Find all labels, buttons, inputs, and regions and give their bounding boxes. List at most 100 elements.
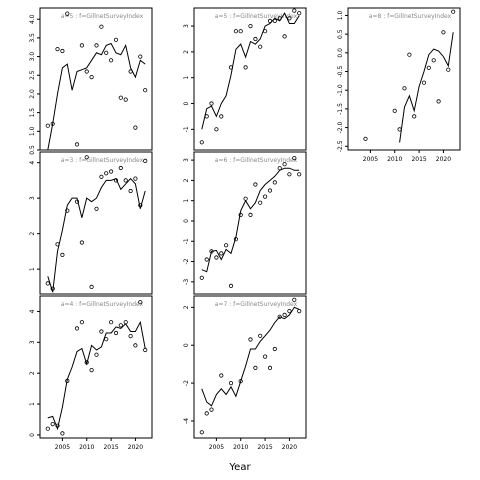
y-tick-label: 4.0 [29, 14, 36, 24]
y-tick-label: 1.0 [337, 11, 344, 21]
observed-point [143, 88, 148, 93]
observed-point [238, 212, 243, 217]
observed-point [60, 252, 65, 257]
observed-point [84, 360, 89, 365]
observed-point [267, 18, 273, 23]
observed-point [287, 172, 292, 177]
y-tick-label: 1 [29, 402, 36, 406]
observed-point [397, 127, 402, 132]
panel-6: a=4 : f=GillnetSurveyIndex 0 1 2 3 4 2005 2010 2… [29, 295, 153, 451]
observed-point [143, 158, 148, 163]
y-tick-label: 2 [183, 305, 190, 309]
y-tick-label: 0 [29, 433, 36, 437]
observed-point [392, 108, 397, 113]
y-tick-label: 3 [29, 196, 36, 200]
observed-point [128, 333, 133, 339]
observed-point [238, 379, 243, 384]
observed-point [99, 329, 104, 334]
panel-7: a=7 : f=GillnetSurveyIndex -4 -2 0 2 2005 2010… [183, 295, 307, 451]
observed-point [123, 320, 128, 325]
x-tick-label: 2015 [257, 444, 272, 451]
observed-point [113, 37, 119, 42]
x-tick-label: 2020 [282, 444, 297, 451]
x-tick-label: 2010 [387, 156, 402, 163]
observed-point [199, 430, 204, 435]
y-tick-label: 3.0 [29, 52, 36, 62]
y-tick-label: -4 [183, 418, 190, 424]
observed-point [89, 367, 94, 373]
panel-title: a=5 : f=GillnetSurveyIndex [61, 13, 144, 20]
observed-point [104, 337, 109, 342]
observed-point [109, 169, 114, 174]
observed-point [104, 50, 109, 55]
y-tick-label: -1 [183, 126, 190, 132]
observed-point [451, 9, 456, 14]
observed-point [292, 297, 297, 302]
observed-point [84, 155, 89, 160]
observed-point [55, 46, 60, 52]
observed-point [233, 237, 238, 242]
fitted-line [201, 306, 300, 407]
observed-point [267, 188, 273, 193]
observed-point [138, 203, 143, 208]
observed-point [238, 29, 243, 34]
observed-point [113, 330, 119, 336]
observed-point [79, 320, 85, 325]
fitted-line [201, 167, 300, 273]
observed-point [297, 172, 302, 177]
observed-point [199, 140, 204, 145]
y-tick-label: 0 [183, 219, 190, 223]
panel-2: a=5 : f=GillnetSurveyIndex -1 0 1 2 3 [183, 7, 307, 151]
observed-point [65, 378, 70, 383]
y-tick-label: 3 [183, 158, 190, 162]
fitted-line [47, 320, 146, 431]
observed-point [138, 300, 143, 305]
observed-point [248, 23, 253, 29]
observed-point [267, 365, 273, 370]
observed-point [60, 431, 65, 436]
y-tick-label: -0.5 [337, 65, 344, 77]
observed-point [204, 257, 209, 262]
observed-point [133, 125, 138, 130]
panel-title: a=8 : f=GillnetSurveyIndex [369, 13, 452, 20]
observed-point [214, 255, 219, 260]
observed-point [84, 69, 89, 74]
y-tick-label: 0.0 [337, 48, 344, 58]
observed-point [55, 423, 60, 428]
observed-point [143, 347, 148, 353]
observed-point [118, 323, 123, 328]
observed-point [128, 69, 133, 74]
observed-point [262, 29, 268, 34]
observed-point [74, 199, 80, 204]
observed-point [233, 29, 238, 34]
y-tick-label: 3.5 [29, 33, 36, 43]
observed-point [50, 121, 55, 126]
fitted-line [399, 32, 454, 143]
observed-point [50, 421, 55, 427]
y-tick-label: 1 [29, 267, 36, 271]
observed-point [65, 208, 70, 213]
observed-point [277, 314, 282, 319]
fitted-line [47, 177, 146, 293]
observed-point [50, 286, 55, 291]
y-tick-label: -1.5 [337, 103, 344, 115]
panel-grid: a=5 : f=GillnetSurveyIndex 0.5 1.0 1.5 2.0 2.… [29, 7, 461, 451]
observed-point [99, 24, 104, 29]
observed-point [282, 34, 287, 39]
observed-point [262, 194, 268, 199]
y-tick-label: -2 [183, 258, 190, 264]
observed-point [402, 86, 407, 91]
x-tick-label: 2005 [363, 156, 378, 163]
y-tick-label: 3 [183, 24, 190, 28]
observed-point [94, 352, 99, 357]
panel-1: a=5 : f=GillnetSurveyIndex 0.5 1.0 1.5 2.0 2.… [29, 7, 153, 155]
observed-point [258, 333, 263, 338]
panel-frame [39, 7, 153, 151]
observed-point [258, 44, 263, 49]
observed-point [253, 182, 258, 187]
y-tick-label: 4 [29, 161, 36, 165]
observed-point [133, 343, 138, 348]
x-tick-label: 2020 [436, 156, 451, 163]
observed-point [99, 174, 104, 179]
